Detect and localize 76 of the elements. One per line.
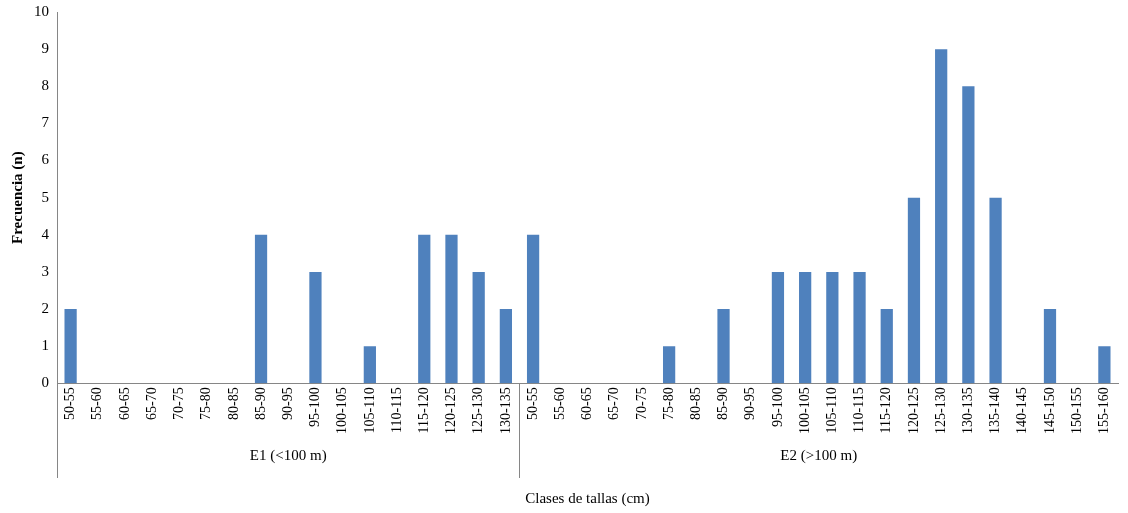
y-tick-label: 10 <box>34 2 49 19</box>
y-axis-title: Frecuencia (n) <box>8 151 26 244</box>
x-tick-label: 90-95 <box>742 387 758 421</box>
bar <box>526 234 540 384</box>
text: E1 (<100 m) <box>249 446 327 464</box>
x-axis-title: Clases de tallas (cm) <box>525 489 650 507</box>
bar <box>1098 346 1111 384</box>
bar <box>64 309 77 384</box>
x-tick-label: 55-60 <box>551 387 567 421</box>
x-tick-label: 150-155 <box>1068 387 1084 435</box>
x-tick-label: 125-130 <box>932 387 948 435</box>
bar <box>717 309 730 384</box>
y-tick-label: 3 <box>41 262 49 279</box>
y-tick-label: 6 <box>41 151 50 168</box>
bar <box>254 234 268 384</box>
x-tick-label: 75-80 <box>660 387 676 421</box>
bar <box>418 234 431 384</box>
y-tick-label: 5 <box>41 188 49 205</box>
x-tick-label: 125-130 <box>470 387 486 435</box>
x-tick-label: 90-95 <box>279 387 295 421</box>
bar <box>499 309 513 384</box>
x-tick-label: 135-140 <box>987 387 1003 435</box>
x-tick-label: 105-110 <box>824 387 840 434</box>
bar <box>1043 309 1057 384</box>
text: E2 (>100 m) <box>780 446 858 464</box>
bar <box>799 271 812 384</box>
x-tick-label: 140-145 <box>1014 387 1030 435</box>
x-tick-label: 110-115 <box>851 387 867 433</box>
y-tick-label: 8 <box>41 77 49 94</box>
x-tick-label: 120-125 <box>443 387 459 435</box>
y-tick-label: 1 <box>41 337 49 354</box>
bar <box>445 234 458 384</box>
x-tick-label: 120-125 <box>905 387 921 435</box>
x-tick-label: 115-120 <box>878 387 894 434</box>
x-tick-label: 80-85 <box>687 387 703 421</box>
x-tick-label: 100-105 <box>334 387 350 435</box>
bar <box>880 309 893 384</box>
x-tick-label: 50-55 <box>62 387 78 421</box>
x-tick-label: 75-80 <box>198 387 214 421</box>
y-tick-label: 9 <box>41 40 49 57</box>
bar <box>962 86 975 384</box>
x-tick-label: 85-90 <box>252 387 268 421</box>
x-tick-label: 95-100 <box>769 387 785 428</box>
x-tick-label: 85-90 <box>715 387 731 421</box>
x-tick-label: 145-150 <box>1041 387 1057 435</box>
x-tick-label: 70-75 <box>171 387 187 421</box>
x-tick-label: 65-70 <box>143 387 159 421</box>
x-tick-label: 70-75 <box>633 387 649 421</box>
x-tick-label: 60-65 <box>116 387 132 421</box>
x-tick-label: 115-120 <box>415 387 431 434</box>
x-tick-label: 55-60 <box>89 387 105 421</box>
x-tick-label: 80-85 <box>225 387 241 421</box>
x-tick-label: 105-110 <box>361 387 377 434</box>
bar <box>662 346 676 384</box>
bar <box>309 271 322 384</box>
bar <box>935 49 948 384</box>
x-tick-label: 155-160 <box>1096 387 1112 435</box>
bar <box>363 346 376 384</box>
x-tick-label: 65-70 <box>606 387 622 421</box>
bar <box>853 271 866 384</box>
x-tick-label: 110-115 <box>388 387 404 433</box>
y-tick-label: 7 <box>41 114 50 131</box>
x-tick-label: 100-105 <box>796 387 812 435</box>
bar <box>907 197 921 384</box>
bar <box>826 271 839 384</box>
x-tick-label: 95-100 <box>307 387 323 428</box>
x-tick-label: 130-135 <box>960 387 976 435</box>
bar <box>771 271 785 384</box>
bar <box>472 271 485 384</box>
bar <box>989 197 1002 384</box>
x-tick-label: 50-55 <box>524 387 540 421</box>
x-tick-label: 130-135 <box>497 387 513 435</box>
y-tick-label: 0 <box>41 374 49 391</box>
x-tick-label: 60-65 <box>579 387 595 421</box>
y-tick-label: 4 <box>41 225 50 242</box>
y-tick-label: 2 <box>41 300 49 317</box>
